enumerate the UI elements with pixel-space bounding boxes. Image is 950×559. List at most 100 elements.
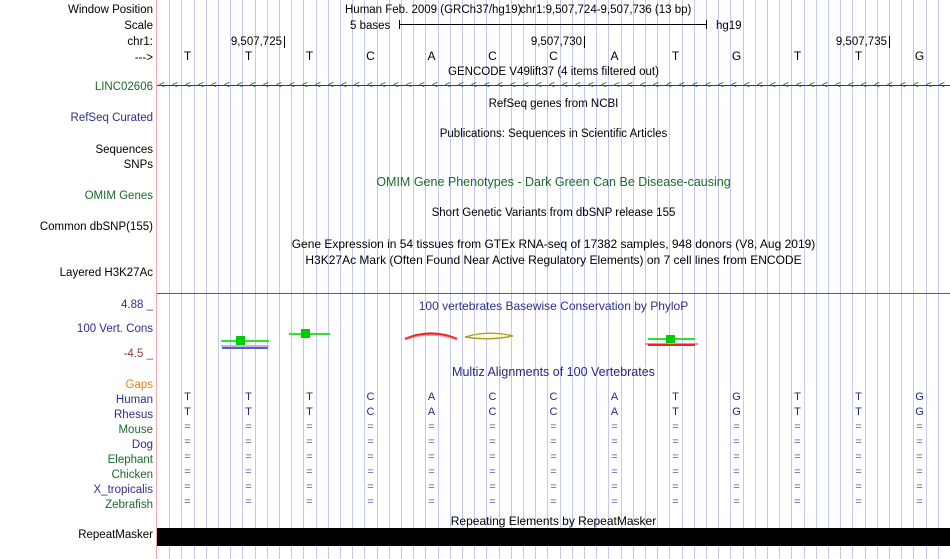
multiz-gap-glyph: = bbox=[916, 421, 923, 433]
label-omim-genes[interactable]: OMIM Genes bbox=[84, 190, 153, 202]
ruler-tick bbox=[284, 36, 285, 48]
track-title-dbsnp[interactable]: Short Genetic Variants from dbSNP releas… bbox=[431, 207, 676, 219]
multiz-base: G bbox=[732, 391, 741, 403]
strand-arrow-icon: < bbox=[640, 80, 646, 91]
track-title-phylop[interactable]: 100 vertebrates Basewise Conservation by… bbox=[418, 299, 689, 313]
track-title-gtex[interactable]: Gene Expression in 54 tissues from GTEx … bbox=[291, 237, 816, 251]
track-title-repeatmasker[interactable]: Repeating Elements by RepeatMasker bbox=[450, 514, 657, 528]
multiz-gap-glyph: = bbox=[672, 421, 679, 433]
sequence-base: C bbox=[549, 49, 558, 63]
multiz-base: T bbox=[672, 391, 679, 403]
sequence-base: G bbox=[914, 49, 925, 63]
multiz-gap-glyph: = bbox=[245, 466, 252, 478]
strand-arrow-icon: < bbox=[406, 80, 412, 91]
multiz-gap-glyph: = bbox=[672, 436, 679, 448]
cons-peak-2 bbox=[301, 329, 310, 338]
multiz-gap-glyph: = bbox=[489, 451, 496, 463]
gene-track-linc02606[interactable]: < < < < < < < < < < < < < < < < < < < < < < < < < < < < < < < < < < < < < < < <… bbox=[157, 80, 950, 91]
multiz-gap-glyph: = bbox=[428, 466, 435, 478]
multiz-gap-glyph: = bbox=[611, 451, 618, 463]
multiz-gap-glyph: = bbox=[184, 451, 191, 463]
strand-arrow-icon: < bbox=[328, 80, 334, 91]
sequence-base: A bbox=[427, 49, 436, 63]
track-title-h3k27ac[interactable]: H3K27Ac Mark (Often Found Near Active Re… bbox=[305, 253, 802, 267]
cons-bar-neg-1 bbox=[222, 347, 268, 349]
label-sequences[interactable]: Sequences bbox=[95, 144, 153, 156]
label-layered-h3k27ac[interactable]: Layered H3K27Ac bbox=[59, 267, 153, 279]
repeatmasker-bar[interactable] bbox=[157, 528, 950, 546]
track-title-gencode[interactable]: GENCODE V49lift37 (4 items filtered out) bbox=[448, 66, 659, 78]
strand-arrow-icon: < bbox=[770, 80, 776, 91]
strand-arrow-icon: < bbox=[198, 80, 204, 91]
multiz-gap-glyph: = bbox=[306, 496, 313, 508]
strand-arrow-icon: < bbox=[354, 80, 360, 91]
sequence-base: G bbox=[731, 49, 742, 63]
sequence-base: T bbox=[793, 49, 802, 63]
multiz-gap-glyph: = bbox=[367, 436, 374, 448]
multiz-gap-glyph: = bbox=[611, 421, 618, 433]
multiz-gap-glyph: = bbox=[367, 421, 374, 433]
label-snps[interactable]: SNPs bbox=[123, 159, 153, 171]
strand-arrow-icon: < bbox=[341, 80, 347, 91]
multiz-gap-glyph: = bbox=[489, 466, 496, 478]
multiz-gap-glyph: = bbox=[306, 421, 313, 433]
multiz-gap-glyph: = bbox=[184, 421, 191, 433]
label-repeatmasker[interactable]: RepeatMasker bbox=[78, 529, 153, 541]
multiz-gap-glyph: = bbox=[794, 436, 801, 448]
track-title-omim[interactable]: OMIM Gene Phenotypes - Dark Green Can Be… bbox=[376, 175, 731, 189]
cons-peak-5 bbox=[666, 335, 675, 343]
strand-arrow-icon: < bbox=[419, 80, 425, 91]
strand-arrow-icon: < bbox=[263, 80, 269, 91]
strand-arrow-icon: < bbox=[783, 80, 789, 91]
multiz-gap-glyph: = bbox=[733, 496, 740, 508]
label-100-vert-cons[interactable]: 100 Vert. Cons bbox=[76, 323, 153, 335]
multiz-base: G bbox=[915, 406, 924, 418]
multiz-base: A bbox=[610, 391, 619, 403]
label-species-human: Human bbox=[115, 394, 153, 406]
multiz-base: T bbox=[794, 406, 801, 418]
strand-arrow-icon: < bbox=[809, 80, 815, 91]
multiz-gap-glyph: = bbox=[245, 481, 252, 493]
conservation-top-border bbox=[157, 293, 950, 294]
multiz-gap-glyph: = bbox=[428, 496, 435, 508]
cons-lens-4 bbox=[464, 332, 514, 340]
track-title-multiz[interactable]: Multiz Alignments of 100 Vertebrates bbox=[452, 365, 655, 379]
sequence-base: T bbox=[244, 49, 253, 63]
strand-arrow-icon: < bbox=[718, 80, 724, 91]
label-linc02606[interactable]: LINC02606 bbox=[94, 81, 153, 93]
strand-arrow-icon: < bbox=[237, 80, 243, 91]
sequence-base: T bbox=[305, 49, 314, 63]
scale-bar bbox=[399, 20, 707, 29]
multiz-gap-glyph: = bbox=[550, 436, 557, 448]
track-label-column: Window Position Scale chr1: ---> LINC026… bbox=[0, 0, 153, 559]
multiz-gap-glyph: = bbox=[550, 451, 557, 463]
track-title-refseq[interactable]: RefSeq genes from NCBI bbox=[488, 98, 619, 110]
strand-arrow-icon: < bbox=[939, 80, 945, 91]
strand-arrow-icon: < bbox=[861, 80, 867, 91]
multiz-gap-glyph: = bbox=[428, 436, 435, 448]
multiz-gap-glyph: = bbox=[428, 481, 435, 493]
strand-arrow-icon: < bbox=[458, 80, 464, 91]
multiz-base: C bbox=[366, 406, 375, 418]
multiz-gap-glyph: = bbox=[916, 481, 923, 493]
multiz-gap-glyph: = bbox=[367, 466, 374, 478]
label-refseq-curated[interactable]: RefSeq Curated bbox=[70, 112, 153, 124]
track-title-publications[interactable]: Publications: Sequences in Scientific Ar… bbox=[439, 128, 668, 140]
multiz-gap-glyph: = bbox=[428, 451, 435, 463]
multiz-gap-glyph: = bbox=[245, 496, 252, 508]
strand-arrow-icon: < bbox=[315, 80, 321, 91]
strand-arrow-icon: < bbox=[588, 80, 594, 91]
multiz-base: T bbox=[184, 391, 191, 403]
label-common-dbsnp[interactable]: Common dbSNP(155) bbox=[39, 221, 153, 233]
cons-peak-1 bbox=[236, 336, 245, 345]
strand-arrow-icon: < bbox=[172, 80, 178, 91]
ruler-tick bbox=[584, 36, 585, 48]
multiz-gap-glyph: = bbox=[489, 481, 496, 493]
multiz-gap-glyph: = bbox=[306, 451, 313, 463]
multiz-gap-glyph: = bbox=[672, 466, 679, 478]
multiz-base: T bbox=[794, 391, 801, 403]
label-species-chicken: Chicken bbox=[111, 469, 153, 481]
strand-arrow-icon: < bbox=[692, 80, 698, 91]
multiz-gap-glyph: = bbox=[916, 436, 923, 448]
strand-arrow-icon: < bbox=[211, 80, 217, 91]
